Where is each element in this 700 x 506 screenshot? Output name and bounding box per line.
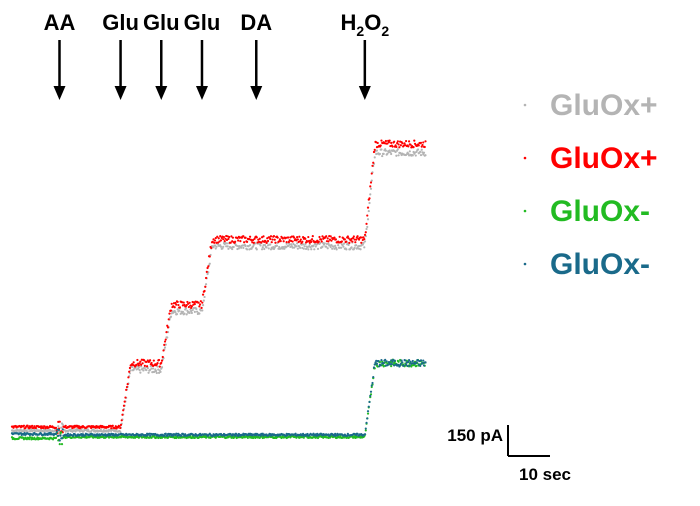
addition-label: Glu [184, 10, 221, 35]
legend-item: GluOx- [523, 195, 650, 228]
legend-item: GluOx+ [523, 89, 658, 122]
addition-marker: AA [44, 10, 76, 100]
legend-marker [523, 209, 527, 213]
arrow-head [358, 86, 371, 100]
addition-marker: Glu [184, 10, 221, 100]
arrow-head [195, 86, 208, 100]
arrow-head [114, 86, 127, 100]
legend-label: GluOx+ [550, 89, 658, 122]
addition-marker: DA [240, 10, 272, 100]
legend: GluOx+ GluOx+ GluOx- GluOx- [523, 89, 658, 281]
scale-bar: 150 pA 10 sec [447, 425, 571, 484]
legend-label: GluOx- [550, 248, 650, 281]
series-trace [10, 358, 427, 446]
series-trace [10, 139, 427, 435]
series-trace [10, 358, 427, 442]
traces [10, 139, 427, 446]
arrow-head [53, 86, 66, 100]
addition-label: Glu [102, 10, 139, 35]
arrow-head [155, 86, 168, 100]
addition-arrows: AA Glu Glu Glu DA H2O2 [44, 10, 390, 100]
legend-item: GluOx- [523, 248, 650, 281]
legend-label: GluOx- [550, 195, 650, 228]
series-trace [10, 148, 427, 436]
legend-marker [523, 103, 527, 107]
scale-bar-x-label: 10 sec [519, 465, 571, 484]
addition-marker: Glu [143, 10, 180, 100]
scale-bar-y-label: 150 pA [447, 426, 503, 445]
addition-marker: H2O2 [341, 10, 390, 100]
addition-label: H2O2 [341, 10, 390, 39]
legend-marker [523, 156, 527, 160]
legend-label: GluOx+ [550, 142, 658, 175]
arrow-head [250, 86, 263, 100]
addition-label: DA [240, 10, 272, 35]
addition-label: Glu [143, 10, 180, 35]
addition-label: AA [44, 10, 76, 35]
addition-marker: Glu [102, 10, 139, 100]
legend-item: GluOx+ [523, 142, 658, 175]
legend-marker [523, 262, 527, 266]
